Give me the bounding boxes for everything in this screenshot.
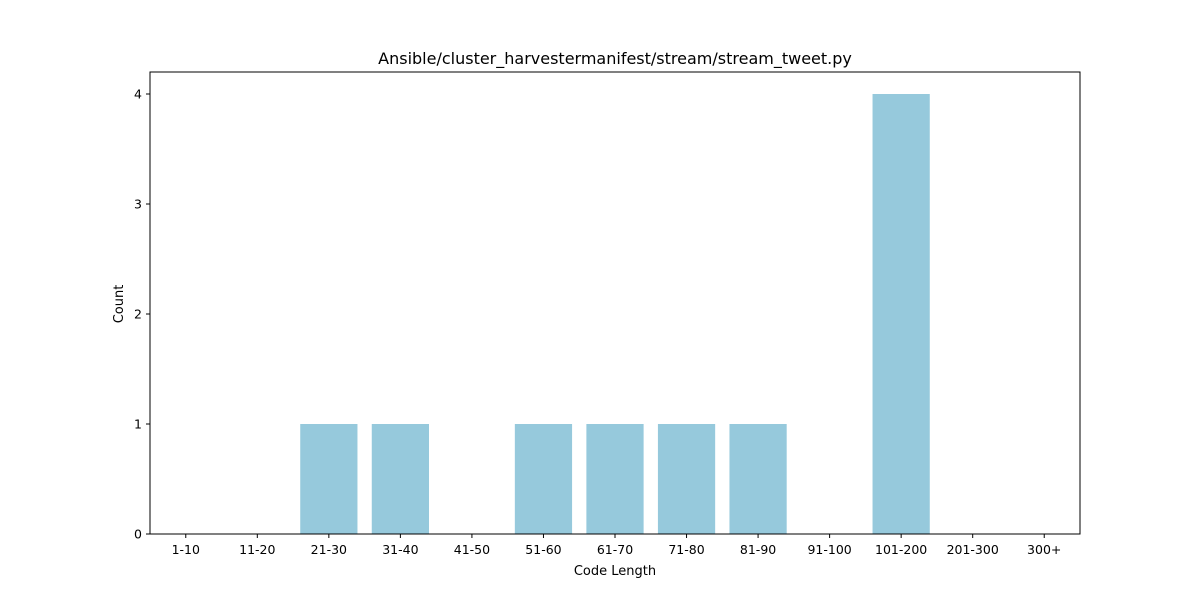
y-tick-label: 4 <box>134 87 142 102</box>
bars-layer <box>300 94 930 534</box>
y-tick-label: 3 <box>134 197 142 212</box>
plot-frame <box>149 71 1081 535</box>
y-axis-label: Count <box>112 285 127 324</box>
x-tick-label: 31-40 <box>382 542 418 557</box>
bar-31-40 <box>371 424 429 534</box>
x-tick-label: 81-90 <box>740 542 776 557</box>
bar-61-70 <box>586 424 644 534</box>
bar-51-60 <box>514 424 573 534</box>
x-tick-label: 11-20 <box>239 542 275 557</box>
y-tick-label: 2 <box>134 307 142 322</box>
x-tick-label: 300+ <box>1027 542 1061 557</box>
x-tick-label: 101-200 <box>875 542 927 557</box>
x-tick-label: 201-300 <box>947 542 999 557</box>
x-tick-label: 41-50 <box>454 542 490 557</box>
x-tick-label: 1-10 <box>172 542 200 557</box>
x-tick-label: 21-30 <box>311 542 347 557</box>
x-tick-label: 61-70 <box>597 542 633 557</box>
chart-title: Ansible/cluster_harvestermanifest/stream… <box>378 49 852 69</box>
x-tick-label: 71-80 <box>668 542 704 557</box>
x-axis-label: Code Length <box>574 564 656 579</box>
bar-71-80 <box>657 424 716 534</box>
y-tick-label: 1 <box>134 417 142 432</box>
x-tick-label: 51-60 <box>525 542 561 557</box>
bar-101-200 <box>872 94 930 534</box>
x-tick-label: 91-100 <box>807 542 851 557</box>
bar-21-30 <box>300 424 358 534</box>
bar-81-90 <box>729 424 787 534</box>
ticks-layer: 1-10 11-20 21-30 31-40 41-50 51-60 61-70 71-80 8… <box>134 87 1061 558</box>
y-tick-label: 0 <box>134 527 142 542</box>
